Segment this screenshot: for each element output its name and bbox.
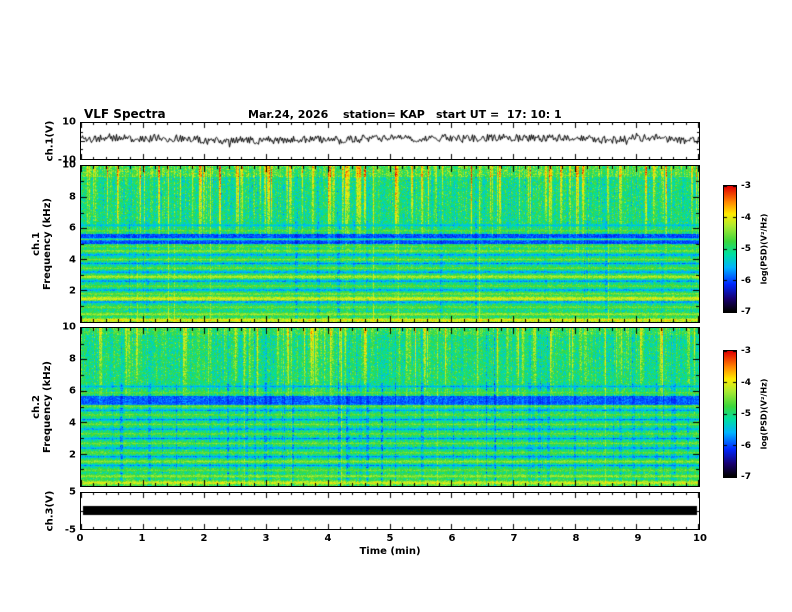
figure-start-ut: start UT = 17: 10: 1 [436, 108, 562, 121]
colorbar-ch2-tick-label: -6 [741, 440, 751, 451]
x-tick-label: 1 [138, 533, 146, 544]
ch3-trace-canvas [81, 493, 699, 529]
x-tick-label: 2 [200, 533, 208, 544]
panel-ch2-spectrogram [80, 327, 700, 487]
figure-date: Mar.24, 2026 [248, 108, 329, 121]
ch2-spectrogram-y-axis-label: ch.2 Frequency (kHz) [31, 361, 53, 453]
ch2-spectrogram-canvas [81, 328, 699, 486]
ch1-spec-ytick-label: 2 [69, 285, 76, 297]
ch1-spectrogram-y-axis-label: ch.1 Frequency (kHz) [31, 198, 53, 290]
ch1-spectrogram-frequency-label: Frequency (kHz) [42, 198, 53, 290]
ch1-waveform-y-axis-label-text: ch.1(V) [44, 120, 56, 162]
colorbar-ch1-axis-label-text: log(PSD)(V²/Hz) [759, 213, 769, 285]
colorbar-ch1-canvas [724, 186, 736, 312]
x-tick-label: 4 [324, 533, 332, 544]
ch3-y-axis-label: ch.3(V) [45, 491, 56, 532]
x-tick-label: 8 [572, 533, 580, 544]
ch2-spec-ytick-label: 10 [62, 321, 76, 333]
x-tick-label: 9 [634, 533, 642, 544]
x-tick-label: 10 [693, 533, 707, 544]
colorbar-ch2-axis-label: log(PSD)(V²/Hz) [760, 379, 769, 450]
x-tick-label: 7 [510, 533, 518, 544]
ch2-spectrogram-frequency-label: Frequency (kHz) [42, 361, 53, 453]
colorbar-ch1-tick-label: -7 [741, 307, 751, 317]
ch1-spectrogram-channel-label: ch.1 [31, 232, 42, 256]
colorbar-ch2-tick-label: -7 [741, 472, 751, 482]
ch3-ytick-label: 5 [69, 486, 76, 498]
ch1-spectrogram-canvas [81, 166, 699, 322]
ch1-spec-ytick-label: 8 [69, 191, 76, 203]
colorbar-ch1-tick-label: -3 [741, 181, 751, 191]
ch2-spec-ytick-label: 8 [69, 353, 76, 365]
colorbar-ch1-tick-label: -4 [741, 212, 751, 223]
colorbar-ch2-canvas [724, 351, 736, 477]
ch1-spec-ytick-label: 6 [69, 222, 76, 234]
colorbar-ch1-tick-label: -5 [741, 244, 751, 254]
ch1-spec-ytick-label: 10 [62, 159, 76, 171]
ch1-spec-ytick-label: 4 [69, 254, 76, 266]
ch2-spec-ytick-label: 2 [69, 449, 76, 461]
colorbar-ch2-axis-label-text: log(PSD)(V²/Hz) [759, 378, 769, 450]
panel-ch1-waveform [80, 122, 700, 160]
colorbar-ch2 [723, 350, 737, 478]
colorbar-ch2-tick-label: -3 [741, 346, 751, 356]
colorbar-ch1-tick-label: -6 [741, 275, 751, 286]
ch1-wave-ytick-label: 10 [62, 116, 76, 128]
x-tick-label: 3 [262, 533, 270, 544]
ch2-spec-ytick-label: 6 [69, 385, 76, 397]
ch1-wave-ytick-label: -10 [57, 154, 76, 166]
figure-station: station= KAP [343, 108, 425, 121]
colorbar-ch2-tick-label: -4 [741, 377, 751, 388]
x-axis-label: Time (min) [359, 546, 421, 557]
x-tick-label: 5 [386, 533, 394, 544]
ch1-waveform-y-axis-label: ch.1(V) [45, 121, 56, 162]
x-tick-label: 6 [448, 533, 456, 544]
figure-title: VLF Spectra [84, 107, 166, 121]
ch2-spec-ytick-label: 4 [69, 417, 76, 429]
panel-ch1-spectrogram [80, 165, 700, 323]
colorbar-ch1-axis-label: log(PSD)(V²/Hz) [760, 214, 769, 285]
ch3-y-axis-label-text: ch.3(V) [44, 490, 56, 532]
panel-ch3-trace [80, 492, 700, 530]
ch3-ytick-label: -5 [64, 524, 76, 536]
colorbar-ch1 [723, 185, 737, 313]
colorbar-ch2-tick-label: -5 [741, 409, 751, 419]
ch1-waveform-canvas [81, 123, 699, 159]
ch2-spectrogram-channel-label: ch.2 [31, 395, 42, 419]
x-tick-label: 0 [76, 533, 84, 544]
